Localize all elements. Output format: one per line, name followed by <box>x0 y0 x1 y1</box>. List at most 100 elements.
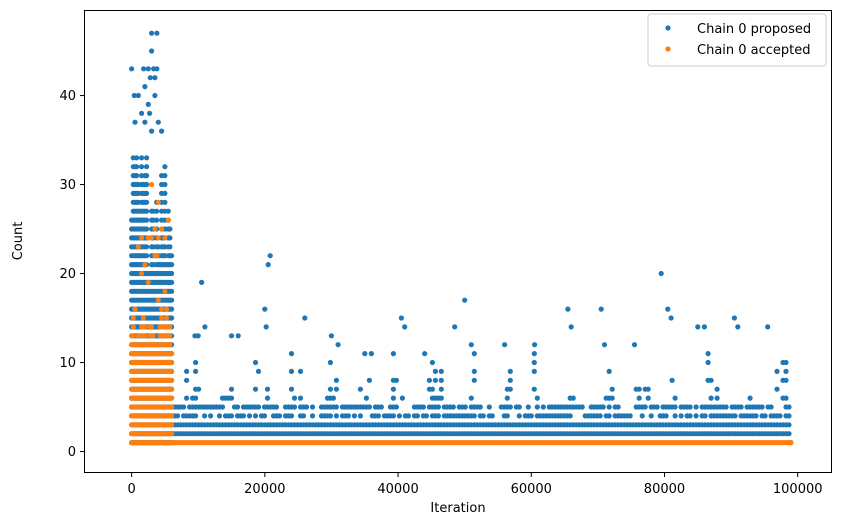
data-point-proposed <box>420 404 426 410</box>
data-point-proposed <box>450 404 456 410</box>
data-point-accepted <box>165 217 171 223</box>
data-point-proposed <box>723 404 729 410</box>
data-point-proposed <box>534 404 540 410</box>
data-point-proposed <box>480 413 486 419</box>
data-point-proposed <box>714 395 720 401</box>
data-point-accepted <box>169 351 175 357</box>
data-point-proposed <box>297 368 304 374</box>
data-point-proposed <box>132 119 138 125</box>
data-point-proposed <box>368 351 374 357</box>
data-point-proposed <box>144 253 150 259</box>
data-point-proposed <box>142 119 148 125</box>
data-point-proposed <box>327 413 333 419</box>
data-point-proposed <box>264 386 271 392</box>
data-point-accepted <box>169 422 175 428</box>
data-point-accepted <box>162 288 168 294</box>
data-point-proposed <box>302 315 308 321</box>
data-point-proposed <box>144 155 150 161</box>
data-point-proposed <box>149 48 155 54</box>
data-point-proposed <box>654 404 660 410</box>
data-point-proposed <box>333 377 339 383</box>
x-tick-label: 0 <box>127 482 135 497</box>
data-point-proposed <box>672 404 678 410</box>
data-point-proposed <box>327 359 333 366</box>
data-point-proposed <box>162 164 168 170</box>
data-point-proposed <box>504 395 510 401</box>
data-point-proposed <box>235 333 241 339</box>
data-point-proposed <box>516 413 522 419</box>
data-point-proposed <box>695 324 701 330</box>
data-point-proposed <box>147 75 153 81</box>
data-point-proposed <box>327 386 333 392</box>
data-point-proposed <box>184 377 190 383</box>
data-point-proposed <box>525 404 531 410</box>
data-point-accepted <box>159 306 165 312</box>
data-point-proposed <box>192 333 198 339</box>
data-point-proposed <box>631 342 638 348</box>
data-point-proposed <box>786 422 792 428</box>
data-point-proposed <box>144 226 150 232</box>
data-point-accepted <box>145 235 151 241</box>
data-point-proposed <box>264 395 271 401</box>
data-point-accepted <box>140 315 146 321</box>
data-point-accepted <box>155 235 161 241</box>
data-point-proposed <box>468 395 474 401</box>
data-point-proposed <box>462 297 468 303</box>
data-point-proposed <box>645 395 651 401</box>
data-point-proposed <box>333 413 339 419</box>
data-point-proposed <box>658 270 664 277</box>
data-point-proposed <box>267 253 273 259</box>
data-point-proposed <box>362 351 368 357</box>
data-point-accepted <box>154 253 160 259</box>
data-point-proposed <box>532 342 538 348</box>
y-tick-label: 30 <box>59 178 76 193</box>
data-point-proposed <box>288 386 295 392</box>
data-point-proposed <box>300 413 307 419</box>
data-point-accepted <box>149 181 155 188</box>
data-point-accepted <box>169 404 175 410</box>
data-point-proposed <box>273 404 280 410</box>
data-point-proposed <box>693 413 699 419</box>
data-point-proposed <box>131 92 137 99</box>
data-point-proposed <box>531 351 537 357</box>
data-point-accepted <box>169 377 175 383</box>
data-point-accepted <box>150 333 156 339</box>
data-point-proposed <box>357 413 363 419</box>
data-point-proposed <box>390 413 396 419</box>
data-point-proposed <box>702 413 708 419</box>
data-point-proposed <box>708 377 714 383</box>
data-point-proposed <box>291 404 298 410</box>
data-point-proposed <box>606 368 612 374</box>
data-point-proposed <box>738 404 744 410</box>
data-point-proposed <box>169 253 175 259</box>
data-point-proposed <box>747 395 753 401</box>
data-point-proposed <box>252 386 259 392</box>
data-point-proposed <box>144 190 150 196</box>
legend-marker-accepted <box>665 46 671 52</box>
data-point-proposed <box>129 66 135 72</box>
data-point-proposed <box>762 413 768 419</box>
data-point-accepted <box>159 226 165 232</box>
data-point-proposed <box>145 66 151 72</box>
data-point-proposed <box>471 377 477 383</box>
data-point-proposed <box>366 377 372 383</box>
data-point-accepted <box>142 324 148 330</box>
data-point-proposed <box>234 404 241 410</box>
data-point-proposed <box>144 181 150 188</box>
data-point-proposed <box>598 306 604 312</box>
data-point-proposed <box>735 324 741 330</box>
x-axis-label: Iteration <box>430 501 485 516</box>
data-point-proposed <box>486 404 492 410</box>
data-point-proposed <box>765 324 771 330</box>
data-point-proposed <box>297 395 304 401</box>
axes-frame <box>84 10 832 473</box>
data-point-proposed <box>181 404 187 410</box>
data-point-proposed <box>438 377 444 383</box>
data-point-proposed <box>159 128 165 134</box>
data-point-proposed <box>753 413 759 419</box>
data-point-proposed <box>609 386 615 392</box>
data-point-accepted <box>169 440 175 446</box>
data-point-proposed <box>438 386 444 392</box>
data-point-proposed <box>139 164 145 170</box>
data-point-proposed <box>154 66 160 72</box>
